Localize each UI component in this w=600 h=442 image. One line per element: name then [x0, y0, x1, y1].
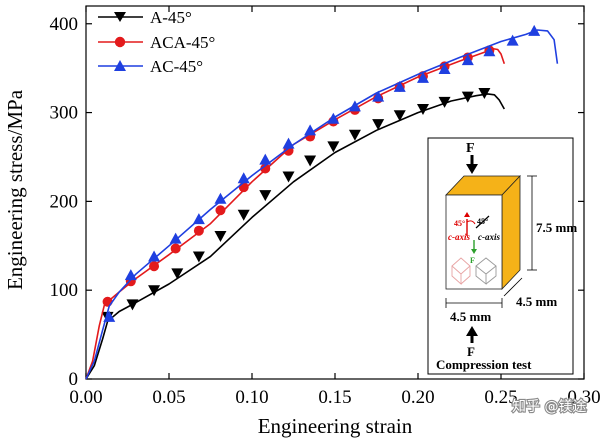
data-point-ac45: [483, 45, 496, 57]
data-point-ac45: [103, 310, 116, 322]
data-point-ac45: [416, 71, 429, 83]
data-point-ac45: [372, 90, 385, 102]
data-point-aca45: [260, 163, 271, 174]
data-point-aca45: [238, 182, 249, 193]
data-point-a45: [171, 268, 184, 280]
x-tick-label: 0.05: [152, 387, 185, 408]
x-tick-label: 0.20: [401, 387, 434, 408]
c-axis-red-arc: [466, 220, 476, 225]
data-point-a45: [148, 285, 161, 297]
inset-force-bottom-label: F: [467, 344, 475, 359]
data-point-aca45: [215, 205, 226, 216]
data-point-ac45: [327, 112, 340, 124]
data-point-a45: [237, 209, 250, 221]
data-point-aca45: [149, 261, 160, 272]
data-point-a45: [461, 91, 474, 103]
data-point-a45: [393, 110, 406, 122]
inset-force-top-arrowhead: [466, 164, 478, 174]
x-tick-label: 0.10: [235, 387, 268, 408]
data-point-a45: [372, 119, 385, 131]
inset-c-axis-black: c-axis: [478, 232, 500, 242]
x-tick-label: 0.25: [484, 387, 517, 408]
data-point-a45: [126, 299, 139, 311]
data-point-ac45: [192, 213, 205, 225]
x-tick-label: 0.00: [69, 387, 102, 408]
watermark: 知乎 @镁途: [512, 398, 586, 415]
inset-angle-red: 45°: [454, 219, 465, 228]
data-point-aca45: [102, 296, 113, 307]
legend-marker-aca45: [114, 36, 126, 48]
unit-cell-grey-sketch: [475, 257, 497, 285]
series-layer: [85, 24, 559, 380]
axis-ticks: 0.00 0.05 0.10 0.15 0.20 0.25 0.30 0 100 200 300 40…: [50, 6, 600, 408]
unit-cell-red-sketch: [451, 257, 471, 286]
inset-force-inner-arrowhead: [471, 249, 477, 254]
series-ac45: [85, 24, 559, 380]
inset-force-inner-label: F: [470, 256, 475, 265]
y-tick-label: 100: [50, 280, 79, 301]
data-point-ac45: [282, 137, 295, 149]
inset-angle-black: 45°: [477, 217, 488, 226]
x-tick-label: 0.30: [567, 387, 600, 408]
data-point-a45: [214, 231, 227, 243]
data-point-ac45: [528, 24, 541, 36]
data-point-ac45: [169, 232, 182, 244]
legend: A-45° ACA-45° AC-45°: [98, 8, 215, 76]
data-point-ac45: [237, 172, 250, 184]
c-axis-black-line: [475, 215, 490, 229]
inset-force-bottom-arrowhead: [466, 326, 478, 336]
inset-force-top-label: F: [466, 141, 475, 156]
inset-caption: Compression test: [436, 357, 532, 372]
data-point-a45: [327, 141, 340, 153]
inset-c-axis-red: c-axis: [448, 232, 470, 242]
legend-marker-a45: [114, 12, 126, 22]
legend-label-aca45: ACA-45°: [150, 33, 215, 52]
data-point-a45: [478, 88, 491, 100]
data-point-ac45: [124, 269, 137, 281]
inset-dim-width: 4.5 mm: [450, 309, 491, 324]
legend-label-ac45: AC-45°: [150, 57, 203, 76]
data-point-aca45: [170, 243, 181, 254]
legend-marker-ac45: [114, 60, 126, 71]
compression-test-inset: F 45° 45° c-axis c-axis F 7.5 mm 4.5 mm: [427, 137, 577, 375]
y-axis-title: Engineering stress/MPa: [3, 89, 27, 290]
y-tick-label: 0: [69, 369, 79, 390]
inset-dim-height: 7.5 mm: [536, 220, 577, 235]
data-point-a45: [304, 155, 317, 167]
data-point-ac45: [393, 80, 406, 92]
data-point-ac45: [461, 54, 474, 66]
y-tick-label: 400: [50, 14, 79, 35]
data-point-ac45: [438, 63, 451, 75]
x-axis-title: Engineering strain: [258, 414, 413, 438]
data-point-a45: [416, 104, 429, 116]
data-point-ac45: [214, 192, 227, 204]
data-point-a45: [259, 190, 272, 202]
data-point-a45: [192, 251, 205, 263]
data-point-a45: [282, 171, 295, 183]
data-point-ac45: [304, 124, 317, 136]
data-point-ac45: [259, 153, 272, 165]
data-point-a45: [438, 96, 451, 108]
dim-depth-line: [503, 277, 523, 297]
inset-dim-depth: 4.5 mm: [516, 294, 557, 309]
data-point-ac45: [506, 34, 519, 46]
data-point-a45: [348, 129, 361, 141]
x-tick-label: 0.15: [318, 387, 351, 408]
legend-label-a45: A-45°: [150, 8, 192, 27]
data-point-aca45: [193, 225, 204, 236]
data-point-ac45: [348, 100, 361, 112]
y-tick-label: 300: [50, 103, 79, 124]
y-tick-label: 200: [50, 191, 79, 212]
c-axis-red-arrowhead: [464, 212, 470, 217]
specimen-side-face: [501, 174, 521, 291]
data-point-ac45: [148, 250, 161, 262]
